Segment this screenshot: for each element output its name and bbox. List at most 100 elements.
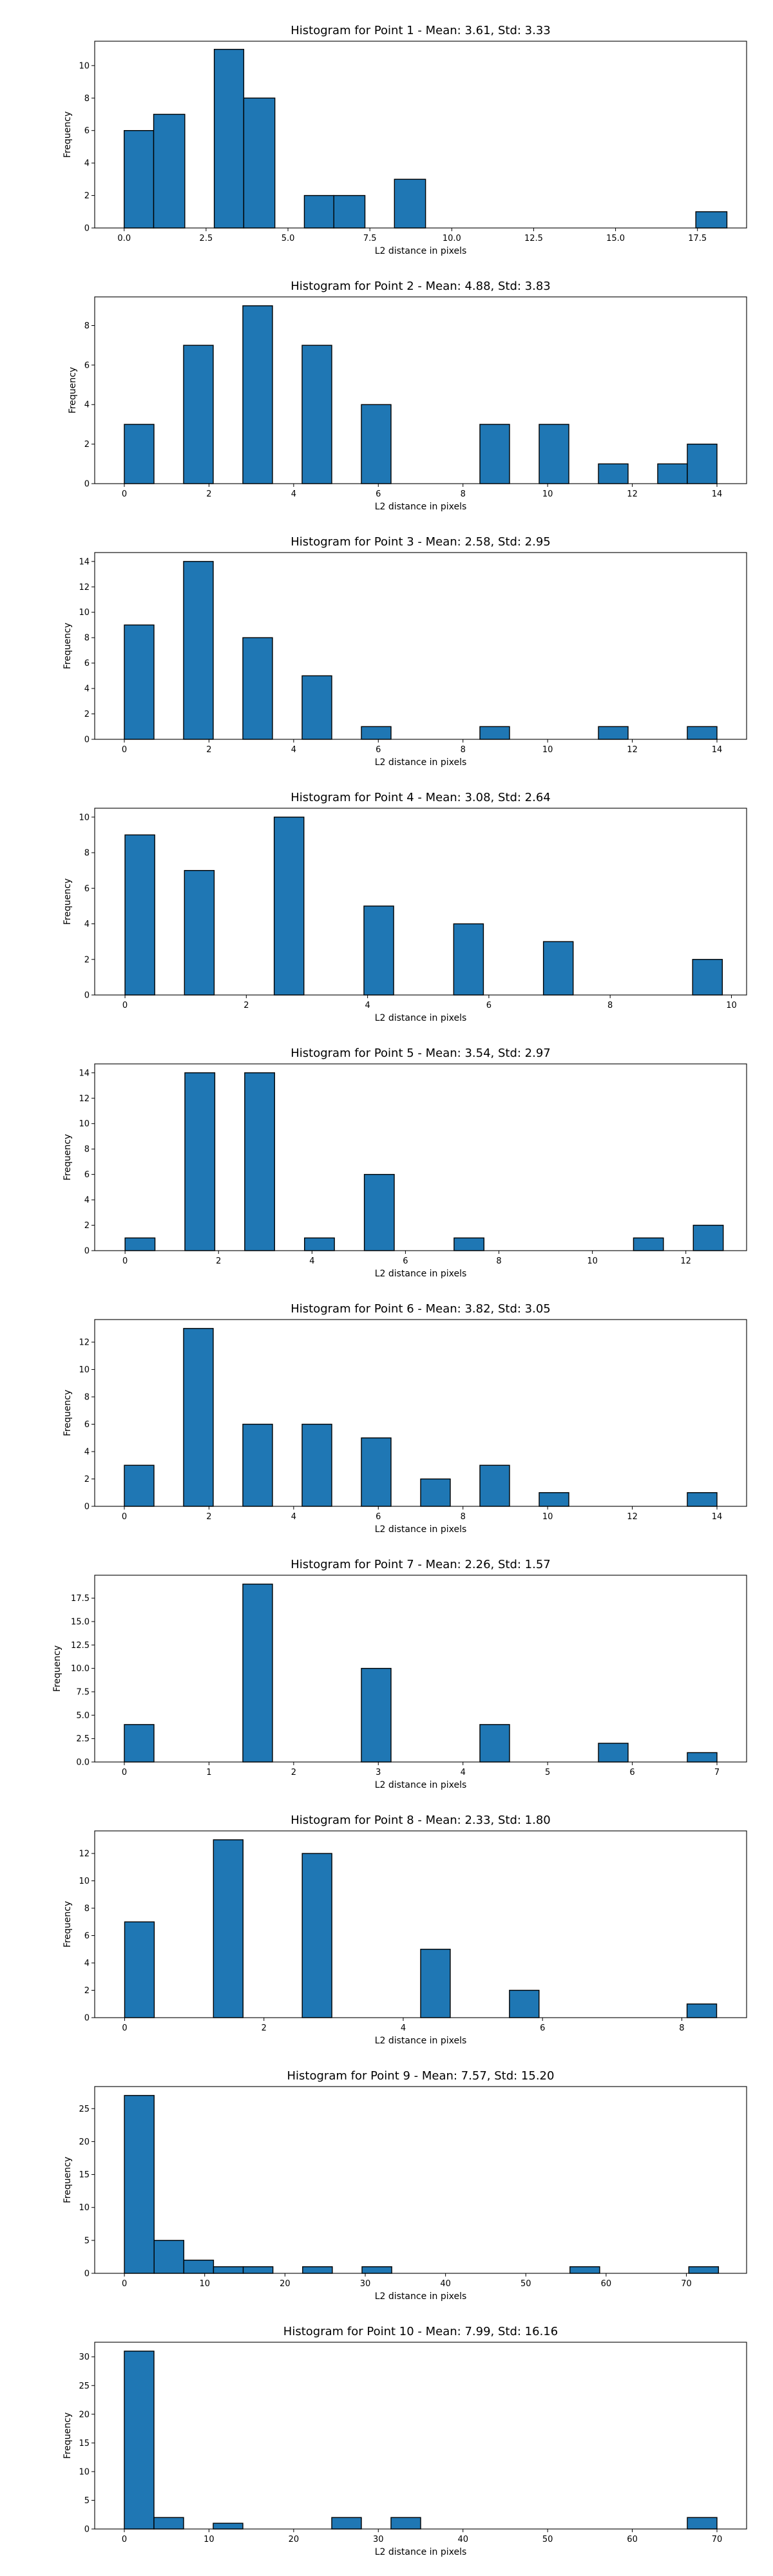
- chart-9-bar-8: [569, 2266, 600, 2274]
- chart-6-ytick-label-4: 6: [84, 1420, 90, 1430]
- chart-7-ytick-label-8: 17.5: [71, 1594, 90, 1604]
- chart-9-xtick-label-5: 40: [440, 2279, 451, 2289]
- chart-6-bar-2: [183, 1328, 214, 1507]
- chart-5-bar-2: [184, 1072, 216, 1251]
- chart-5-bar-7: [633, 1237, 664, 1251]
- chart-3-ytick-label-2: 2: [84, 710, 90, 719]
- chart-7-ytick-label-1: 0.0: [76, 1758, 90, 1768]
- chart-8-xtick-label-1: 0: [122, 2023, 127, 2033]
- chart-7-xtick-label-8: 7: [714, 1768, 720, 1777]
- chart-5: Histogram for Point 5 - Mean: 3.54, Std:…: [62, 1046, 747, 1279]
- chart-8-bar-1: [124, 1921, 155, 2018]
- chart-6-ytick-label-3: 4: [84, 1448, 90, 1457]
- chart-6-ytick-label-7: 12: [79, 1338, 90, 1348]
- chart-1-axes-frame: [94, 41, 747, 229]
- chart-3-xtick-label-7: 12: [627, 745, 638, 755]
- chart-6-xtick-label-8: 14: [712, 1512, 723, 1522]
- chart-1-bar-7: [394, 178, 426, 229]
- chart-5-ytick-label-2: 2: [84, 1221, 90, 1231]
- chart-2-bar-8: [598, 463, 629, 484]
- chart-1-xtick-label-3: 5.0: [282, 234, 295, 243]
- chart-10-title: Histogram for Point 10 - Mean: 7.99, Std…: [283, 2325, 558, 2338]
- chart-1-ytick-label-2: 2: [84, 191, 90, 201]
- chart-3-bar-4: [301, 675, 332, 740]
- chart-5-xlabel: L2 distance in pixels: [375, 1269, 467, 1279]
- chart-5-bar-1: [124, 1237, 156, 1251]
- chart-4-xlabel: L2 distance in pixels: [375, 1013, 467, 1023]
- chart-3-ytick-label-4: 6: [84, 659, 90, 668]
- chart-9-bar-5: [242, 2266, 274, 2274]
- chart-6-bar-3: [242, 1423, 273, 1507]
- chart-7-axes-frame: [94, 1575, 747, 1763]
- chart-8-ytick-label-2: 2: [84, 1986, 90, 1996]
- chart-6-bar-9: [687, 1492, 718, 1507]
- chart-8-ytick-label-1: 0: [84, 2014, 90, 2023]
- chart-6-bar-7: [479, 1464, 510, 1507]
- chart-5-ytick-label-6: 10: [79, 1119, 90, 1129]
- chart-4-bar-1: [124, 834, 155, 996]
- chart-4-bar-6: [542, 941, 574, 996]
- chart-8-bar-6: [686, 2003, 718, 2018]
- chart-5-xtick-label-1: 0: [122, 1256, 128, 1266]
- chart-10-ytick-label-3: 10: [79, 2467, 90, 2477]
- chart-4-bar-4: [363, 905, 394, 996]
- chart-1-ytick-label-1: 0: [84, 224, 90, 234]
- chart-9-xtick-label-7: 60: [601, 2279, 612, 2289]
- chart-8-bar-3: [301, 1853, 332, 2018]
- chart-7: Histogram for Point 7 - Mean: 2.26, Std:…: [52, 1558, 747, 1790]
- chart-5-ytick-label-5: 8: [84, 1145, 90, 1155]
- chart-1-bar-1: [124, 129, 155, 229]
- chart-9-bar-4: [213, 2266, 244, 2274]
- chart-10-bar-4: [331, 2517, 362, 2530]
- chart-2-bar-10: [687, 443, 718, 484]
- chart-2: Histogram for Point 2 - Mean: 4.88, Std:…: [68, 279, 747, 512]
- chart-10-ytick-label-1: 0: [84, 2525, 90, 2535]
- chart-5-xtick-label-3: 4: [309, 1256, 314, 1266]
- chart-10-axes-frame: [94, 2342, 747, 2530]
- chart-6-xtick-label-1: 0: [122, 1512, 127, 1522]
- chart-1-title: Histogram for Point 1 - Mean: 3.61, Std:…: [291, 24, 551, 37]
- chart-7-bar-6: [687, 1752, 718, 1763]
- chart-8-bar-5: [509, 1989, 540, 2018]
- chart-10-bar-3: [213, 2523, 243, 2530]
- chart-8-axes-frame: [94, 1830, 747, 2018]
- chart-1-ytick-label-4: 6: [84, 126, 90, 136]
- chart-9-xtick-label-2: 10: [199, 2279, 210, 2289]
- chart-9-bar-3: [183, 2259, 215, 2274]
- chart-7-ytick-label-3: 5.0: [76, 1711, 90, 1721]
- chart-6-ytick-label-6: 10: [79, 1365, 90, 1375]
- chart-10-xtick-label-8: 70: [712, 2535, 723, 2544]
- chart-3-bar-3: [242, 637, 273, 740]
- chart-1-xlabel: L2 distance in pixels: [375, 246, 467, 256]
- chart-10-ytick-label-2: 5: [84, 2496, 90, 2506]
- chart-1-bar-4: [243, 97, 276, 229]
- chart-7-ytick-label-5: 10.0: [71, 1664, 90, 1674]
- chart-10-bar-2: [153, 2517, 184, 2530]
- chart-7-ytick-label-2: 2.5: [76, 1734, 90, 1744]
- chart-1-bar-2: [153, 113, 186, 229]
- chart-8-xtick-label-4: 6: [540, 2023, 545, 2033]
- chart-2-ytick-label-2: 2: [84, 440, 90, 450]
- chart-8-xlabel: L2 distance in pixels: [375, 2036, 467, 2046]
- chart-10-ytick-label-4: 15: [79, 2439, 90, 2448]
- chart-3-xlabel: L2 distance in pixels: [375, 757, 467, 768]
- chart-9-ytick-label-2: 5: [84, 2236, 90, 2246]
- chart-4-ytick-label-2: 2: [84, 955, 90, 965]
- chart-7-xtick-label-6: 5: [545, 1768, 550, 1777]
- chart-9-xlabel: L2 distance in pixels: [375, 2291, 467, 2302]
- chart-2-bar-5: [361, 404, 392, 484]
- chart-7-title: Histogram for Point 7 - Mean: 2.26, Std:…: [291, 1558, 551, 1571]
- chart-2-xtick-label-1: 0: [122, 489, 127, 499]
- chart-8-xtick-label-5: 8: [679, 2023, 684, 2033]
- chart-8-ytick-label-4: 6: [84, 1931, 90, 1941]
- chart-4-ytick-label-5: 8: [84, 849, 90, 858]
- chart-8: Histogram for Point 8 - Mean: 2.33, Std:…: [62, 1814, 747, 2046]
- chart-5-ytick-label-8: 14: [79, 1068, 90, 1078]
- chart-2-bar-3: [242, 305, 273, 484]
- chart-9-ytick-label-4: 15: [79, 2170, 90, 2180]
- chart-8-ytick-label-5: 8: [84, 1904, 90, 1914]
- chart-4-ytick-label-3: 4: [84, 920, 90, 929]
- chart-6-xtick-label-3: 4: [291, 1512, 296, 1522]
- chart-3-ytick-label-7: 12: [79, 583, 90, 592]
